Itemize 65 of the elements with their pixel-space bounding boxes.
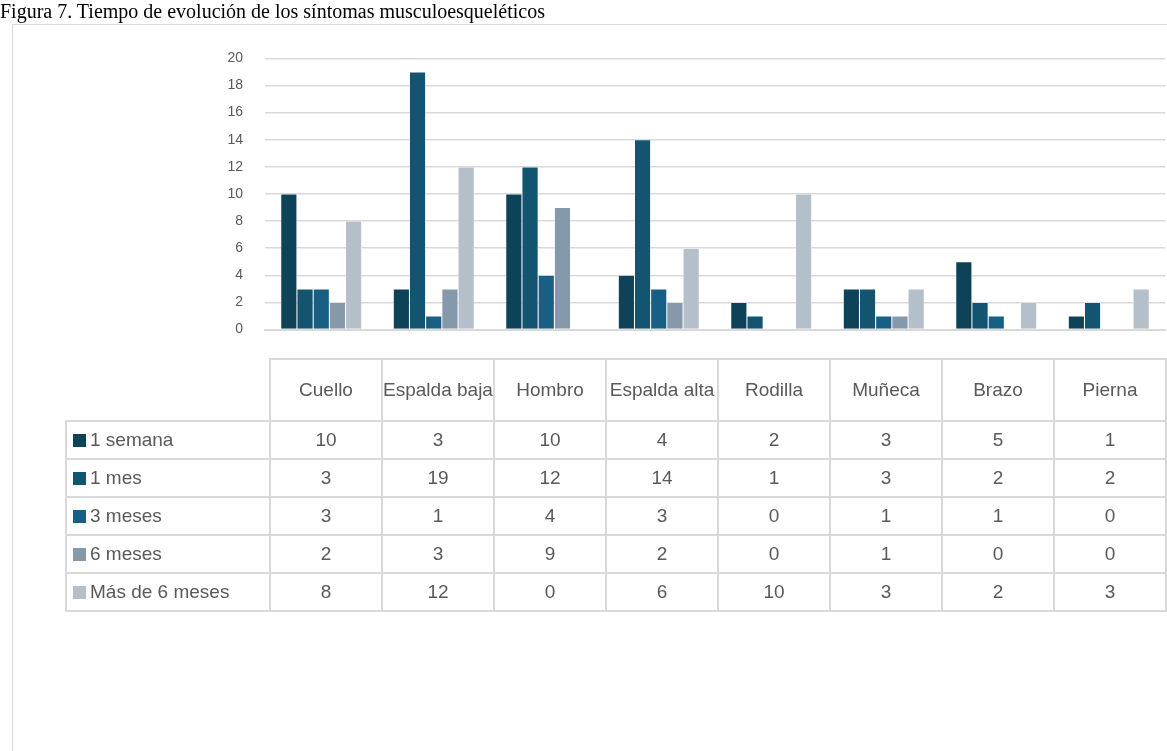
data-label: 6 [606,573,718,611]
legend-label: 6 meses [66,535,270,573]
data-label: 3 [830,421,942,459]
data-label: 10 [494,421,606,459]
data-label: 12 [382,573,494,611]
legend-label: 3 meses [66,497,270,535]
legend-label: 1 mes [66,459,270,497]
y-tick-label: 14 [227,130,244,147]
data-label: 12 [494,459,606,497]
y-tick-label: 4 [235,266,244,283]
data-label: 3 [270,497,382,535]
data-label: 3 [606,497,718,535]
data-label: 2 [942,459,1054,497]
data-label: 9 [494,535,606,573]
data-label: 3 [1054,573,1166,611]
y-tick-label: 16 [227,103,244,120]
x-tick-label: Cuello [270,359,382,421]
data-label: 0 [1054,535,1166,573]
x-tick-label: Pierna [1054,359,1166,421]
y-tick-label: 8 [235,211,244,228]
data-label: 3 [270,459,382,497]
data-label: 2 [1054,459,1166,497]
legend-label: Más de 6 meses [66,573,270,611]
x-tick-label: Espalda baja [382,359,494,421]
x-tick-label: Espalda alta [606,359,718,421]
data-label: 1 [830,535,942,573]
x-tick-label: Rodilla [718,359,830,421]
data-label: 10 [270,421,382,459]
y-tick-label: 10 [227,184,244,201]
data-label: 5 [942,421,1054,459]
y-tick-label: 0 [235,320,244,337]
data-label: 3 [830,459,942,497]
legend-label: 1 semana [66,421,270,459]
data-label: 3 [830,573,942,611]
y-tick-label: 12 [227,157,244,174]
data-label: 2 [718,421,830,459]
data-label: 4 [606,421,718,459]
x-tick-label: Hombro [494,359,606,421]
data-label: 10 [718,573,830,611]
data-label: 2 [606,535,718,573]
data-label: 2 [270,535,382,573]
data-label: 14 [606,459,718,497]
data-label: 2 [942,573,1054,611]
x-tick-label: Brazo [942,359,1054,421]
data-label: 1 [1054,421,1166,459]
chart-title: Figura 7. Tiempo de evolución de los síntomas musculoesqueléticos [0,0,545,23]
data-label: 1 [830,497,942,535]
data-label: 1 [942,497,1054,535]
data-label: 19 [382,459,494,497]
data-label: 3 [382,421,494,459]
data-label: 0 [494,573,606,611]
data-label: 1 [382,497,494,535]
data-label: 4 [494,497,606,535]
data-label: 0 [1054,497,1166,535]
data-label: 1 [718,459,830,497]
y-tick-label: 2 [235,293,244,310]
data-label: 0 [942,535,1054,573]
data-label: 0 [718,497,830,535]
x-tick-label: Muñeca [830,359,942,421]
y-tick-label: 6 [235,239,244,256]
data-label: 3 [382,535,494,573]
y-tick-label: 18 [227,76,244,93]
y-tick-label: 20 [227,49,244,66]
data-label: 0 [718,535,830,573]
data-label: 8 [270,573,382,611]
